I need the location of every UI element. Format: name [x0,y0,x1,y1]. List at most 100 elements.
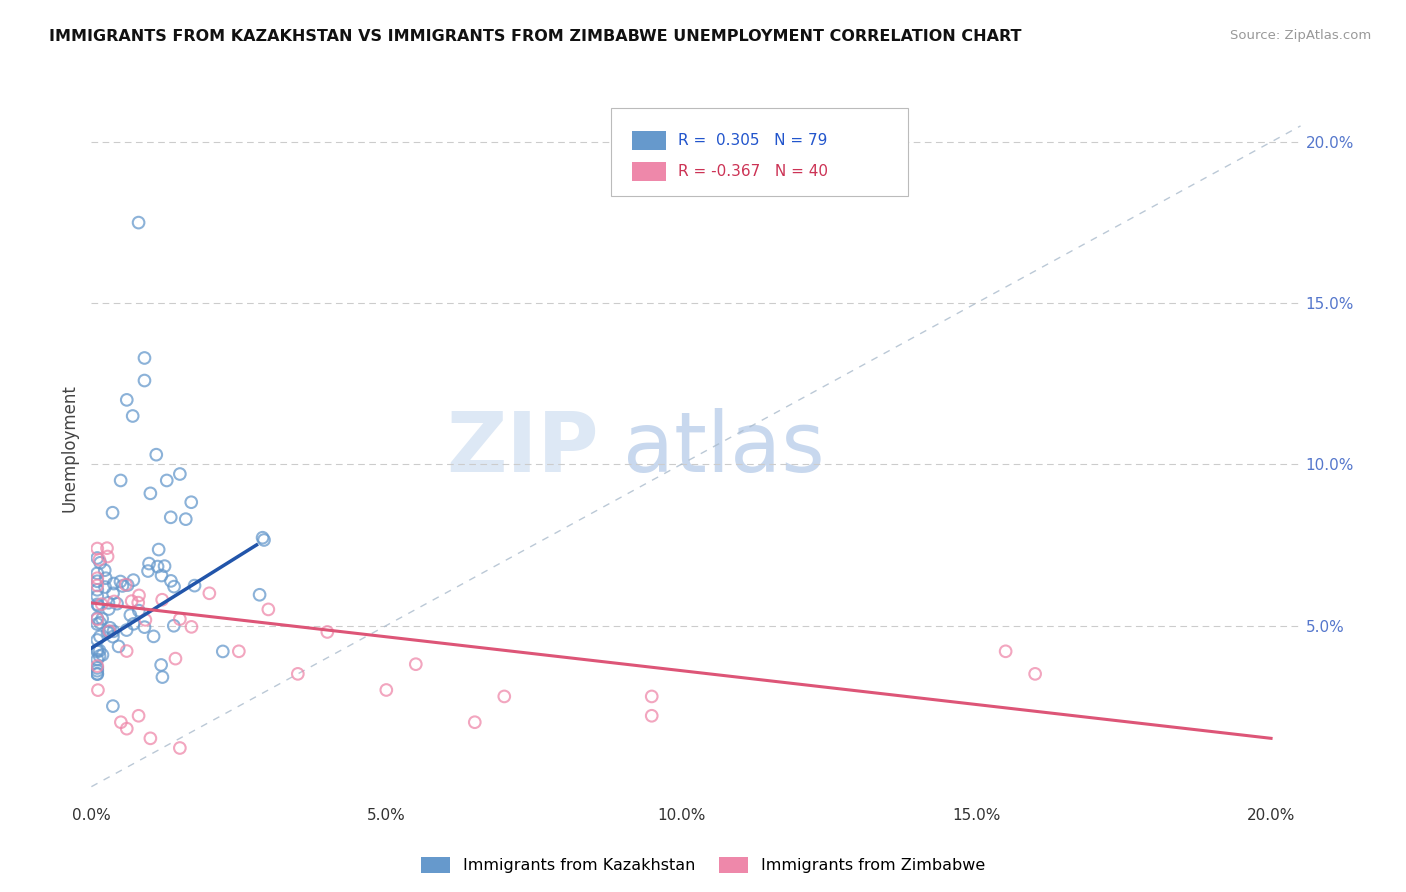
Point [86,666,108,681]
Point [86,598,108,612]
Point [86,664,108,678]
Point [145,448,167,462]
Point [169,612,191,626]
Point [86,643,108,657]
Text: R =  0.305   N = 79: R = 0.305 N = 79 [678,133,827,148]
Point [127,596,149,610]
Point [96,625,118,640]
Point [96,541,118,556]
Point [105,597,128,611]
Point [249,588,271,602]
Point [86,574,108,589]
Point [174,512,197,526]
Point [464,715,486,730]
Point [121,594,143,608]
Point [89,643,111,657]
Point [114,577,136,591]
Point [134,351,156,365]
Point [120,608,142,623]
Point [159,510,181,524]
Point [86,590,108,604]
Point [89,615,111,630]
Point [1024,666,1046,681]
Point [139,486,162,500]
Point [98,624,121,639]
Point [150,657,173,672]
Point [252,531,274,545]
Point [122,573,145,587]
Point [89,630,111,644]
Text: ZIP: ZIP [447,408,599,489]
Point [148,542,170,557]
Point [115,722,138,736]
Point [91,612,114,626]
Point [994,644,1017,658]
Point [101,506,124,520]
Text: atlas: atlas [623,408,825,489]
Point [101,586,124,600]
Point [97,624,120,639]
Point [107,640,129,654]
Point [86,617,108,632]
Point [128,588,150,602]
Point [110,715,132,730]
Point [111,579,134,593]
Point [183,579,205,593]
Text: Source: ZipAtlas.com: Source: ZipAtlas.com [1230,29,1371,42]
Point [94,571,117,585]
Point [211,644,233,658]
Point [117,578,139,592]
Point [180,620,202,634]
Bar [631,131,666,150]
Bar [631,162,666,181]
Point [86,582,108,597]
Point [115,644,138,658]
Point [156,474,179,488]
Point [228,644,250,658]
Point [169,467,191,481]
Point [153,559,176,574]
Point [150,568,173,582]
Point [97,602,120,616]
Point [90,597,112,611]
Point [139,731,162,746]
Point [103,624,125,639]
Point [136,564,159,578]
Point [101,699,124,714]
Point [103,594,125,608]
Point [134,620,156,634]
Point [163,619,186,633]
Point [198,586,221,600]
Point [87,599,110,613]
Point [134,613,156,627]
Text: IMMIGRANTS FROM KAZAKHSTAN VS IMMIGRANTS FROM ZIMBABWE UNEMPLOYMENT CORRELATION : IMMIGRANTS FROM KAZAKHSTAN VS IMMIGRANTS… [49,29,1022,44]
Point [101,630,124,644]
Text: R = -0.367   N = 40: R = -0.367 N = 40 [678,164,828,179]
Point [86,644,108,658]
Point [86,566,108,581]
Legend: Immigrants from Kazakhstan, Immigrants from Zimbabwe: Immigrants from Kazakhstan, Immigrants f… [415,850,991,880]
Point [375,683,398,698]
Point [86,632,108,647]
Point [93,563,115,577]
Point [128,708,150,723]
Point [134,374,156,388]
Point [142,629,165,643]
Point [97,549,120,564]
Point [257,602,280,616]
Point [494,690,516,704]
Point [128,604,150,618]
Point [287,666,309,681]
Point [86,667,108,681]
Y-axis label: Unemployment: Unemployment [60,384,79,512]
Point [253,533,276,547]
Point [641,708,664,723]
Point [405,657,427,672]
Point [103,576,125,591]
Point [152,670,174,684]
Point [86,612,108,626]
Point [86,578,108,592]
Point [91,648,114,662]
Point [97,596,120,610]
Point [86,661,108,675]
